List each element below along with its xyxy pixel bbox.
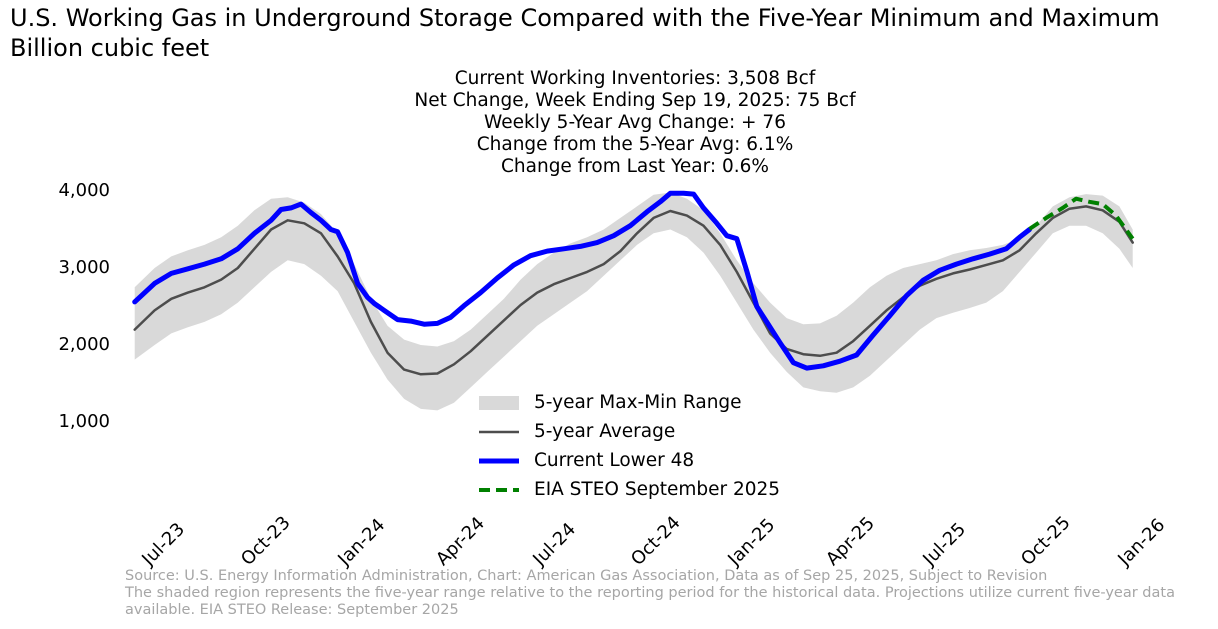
legend-item-steo: EIA STEO September 2025 (478, 475, 780, 504)
legend-swatch-steo (479, 487, 519, 492)
legend-item-average: 5-year Average (478, 417, 780, 446)
legend-label-current: Current Lower 48 (534, 450, 695, 471)
y-tick-label: 4,000 (58, 180, 110, 201)
series-range-band (134, 192, 1133, 411)
source-line: Source: U.S. Energy Information Administ… (125, 568, 1048, 584)
legend-swatch-average (479, 430, 519, 433)
legend-label-range: 5-year Max-Min Range (534, 392, 742, 413)
chart-title: U.S. Working Gas in Underground Storage … (10, 4, 1160, 32)
legend-swatch-range (479, 395, 519, 410)
legend-label-steo: EIA STEO September 2025 (534, 479, 781, 500)
series-five-year-average (133, 205, 1134, 376)
y-tick-label: 2,000 (58, 334, 110, 355)
y-tick-label: 1,000 (58, 411, 110, 432)
annotation-net-change: Net Change, Week Ending Sep 19, 2025: 75… (414, 90, 856, 111)
source-footnote: Source: U.S. Energy Information Administ… (125, 568, 1210, 619)
y-tick-label: 3,000 (58, 257, 110, 278)
annotation-change-from-last-year: Change from Last Year: 0.6% (500, 156, 769, 177)
annotation-current-inventories: Current Working Inventories: 3,508 Bcf (454, 68, 816, 89)
legend-swatch-current (479, 458, 519, 463)
methodology-note: The shaded region represents the five-ye… (125, 585, 1175, 618)
legend-item-current: Current Lower 48 (478, 446, 780, 475)
legend-item-range: 5-year Max-Min Range (478, 388, 780, 417)
annotation-change-from-avg: Change from the 5-Year Avg: 6.1% (476, 134, 794, 155)
legend-label-average: 5-year Average (534, 421, 676, 442)
legend: 5-year Max-Min Range 5-year Average Curr… (478, 388, 780, 504)
chart-subtitle: Billion cubic feet (10, 34, 210, 62)
series-eia-steo (1028, 196, 1135, 240)
annotation-weekly-avg-change: Weekly 5-Year Avg Change: + 76 (484, 112, 786, 133)
series-current-lower-48 (132, 190, 1032, 371)
